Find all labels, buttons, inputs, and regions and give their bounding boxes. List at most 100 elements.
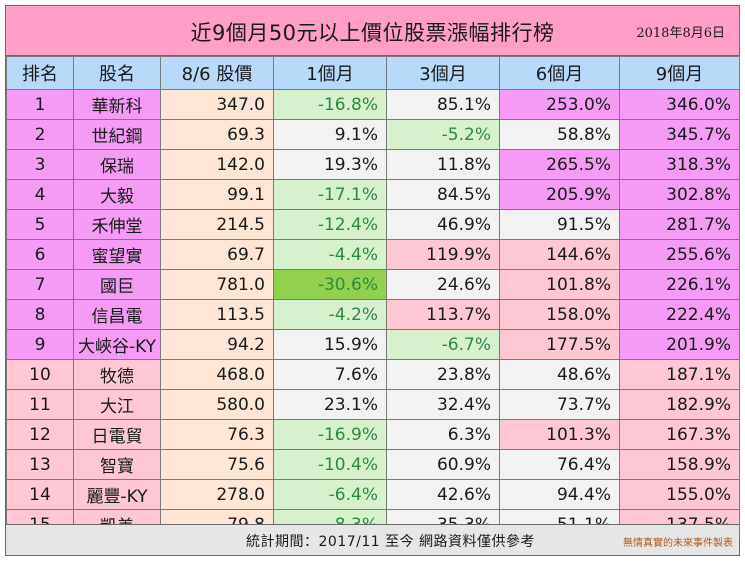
change-1-month-cell: -10.4% [273,449,387,480]
rank-cell: 2 [6,119,74,150]
table-row: 13 智寶 75.6 -10.4% 60.9% 76.4% 158.9% [6,449,740,480]
change-9-month-cell: 226.1% [619,269,740,300]
change-6-month-cell: 101.8% [499,269,620,300]
table-row: 6 蜜望實 69.7 -4.4% 119.9% 144.6% 255.6% [6,239,740,270]
ranking-table: 排名 股名 8/6 股價 1個月 3個月 6個月 9個月 1 華新科 347.0 -1… [6,56,740,540]
change-9-month-cell: 302.8% [619,179,740,210]
column-header-price: 8/6 股價 [160,56,274,90]
change-6-month-cell: 73.7% [499,389,620,420]
change-9-month-cell: 167.3% [619,419,740,450]
page-title: 近9個月50元以上價位股票漲幅排行榜 [190,21,555,45]
stock-name-cell: 大峽谷-KY [73,329,161,360]
change-6-month-cell: 76.4% [499,449,620,480]
change-9-month-cell: 182.9% [619,389,740,420]
table-row: 14 麗豐-KY 278.0 -6.4% 42.6% 94.4% 155.0% [6,479,740,510]
column-header-3-month: 3個月 [386,56,500,90]
column-header-rank: 排名 [6,56,74,90]
price-cell: 580.0 [160,389,274,420]
column-header-6-month: 6個月 [499,56,620,90]
price-cell: 94.2 [160,329,274,360]
change-9-month-cell: 222.4% [619,299,740,330]
change-3-month-cell: 23.8% [386,359,500,390]
change-6-month-cell: 94.4% [499,479,620,510]
price-cell: 75.6 [160,449,274,480]
price-cell: 99.1 [160,179,274,210]
table-row: 5 禾伸堂 214.5 -12.4% 46.9% 91.5% 281.7% [6,209,740,240]
change-6-month-cell: 101.3% [499,419,620,450]
table-row: 11 大江 580.0 23.1% 32.4% 73.7% 182.9% [6,389,740,420]
column-header-1-month: 1個月 [273,56,387,90]
rank-cell: 8 [6,299,74,330]
change-9-month-cell: 281.7% [619,209,740,240]
table-row: 1 華新科 347.0 -16.8% 85.1% 253.0% 346.0% [6,89,740,120]
change-1-month-cell: 23.1% [273,389,387,420]
table-row: 10 牧德 468.0 7.6% 23.8% 48.6% 187.1% [6,359,740,390]
footer: 統計期間：2017/11 至今 網路資料僅供參考 無情真實的未來事件製表 [6,524,739,555]
change-9-month-cell: 345.7% [619,119,740,150]
rank-cell: 5 [6,209,74,240]
price-cell: 69.3 [160,119,274,150]
stock-name-cell: 國巨 [73,269,161,300]
rank-cell: 14 [6,479,74,510]
change-6-month-cell: 205.9% [499,179,620,210]
column-header-9-month: 9個月 [619,56,740,90]
rank-cell: 9 [6,329,74,360]
report-date: 2018年8月6日 [636,26,725,41]
stock-name-cell: 牧德 [73,359,161,390]
table-body: 1 華新科 347.0 -16.8% 85.1% 253.0% 346.0% 2 世紀鋼 69.3… [6,89,740,540]
rank-cell: 7 [6,269,74,300]
stock-name-cell: 保瑞 [73,149,161,180]
rank-cell: 12 [6,419,74,450]
price-cell: 142.0 [160,149,274,180]
stock-name-cell: 信昌電 [73,299,161,330]
title-bar: 近9個月50元以上價位股票漲幅排行榜 2018年8月6日 [6,6,739,56]
column-header-name: 股名 [73,56,161,90]
table-row: 8 信昌電 113.5 -4.2% 113.7% 158.0% 222.4% [6,299,740,330]
change-3-month-cell: 46.9% [386,209,500,240]
change-3-month-cell: 113.7% [386,299,500,330]
rank-cell: 1 [6,89,74,120]
change-6-month-cell: 253.0% [499,89,620,120]
stock-name-cell: 日電貿 [73,419,161,450]
change-9-month-cell: 187.1% [619,359,740,390]
rank-cell: 10 [6,359,74,390]
change-6-month-cell: 265.5% [499,149,620,180]
stock-name-cell: 大江 [73,389,161,420]
price-cell: 347.0 [160,89,274,120]
change-9-month-cell: 201.9% [619,329,740,360]
change-3-month-cell: 11.8% [386,149,500,180]
change-6-month-cell: 48.6% [499,359,620,390]
rank-cell: 6 [6,239,74,270]
change-9-month-cell: 255.6% [619,239,740,270]
change-1-month-cell: -6.4% [273,479,387,510]
change-1-month-cell: -30.6% [273,269,387,300]
table-row: 4 大毅 99.1 -17.1% 84.5% 205.9% 302.8% [6,179,740,210]
price-cell: 214.5 [160,209,274,240]
change-1-month-cell: -16.8% [273,89,387,120]
stock-name-cell: 蜜望實 [73,239,161,270]
rank-cell: 4 [6,179,74,210]
price-cell: 781.0 [160,269,274,300]
change-1-month-cell: 19.3% [273,149,387,180]
change-3-month-cell: 6.3% [386,419,500,450]
table-row: 7 國巨 781.0 -30.6% 24.6% 101.8% 226.1% [6,269,740,300]
change-1-month-cell: -17.1% [273,179,387,210]
change-1-month-cell: 7.6% [273,359,387,390]
change-3-month-cell: 119.9% [386,239,500,270]
change-9-month-cell: 158.9% [619,449,740,480]
change-3-month-cell: 85.1% [386,89,500,120]
rank-cell: 13 [6,449,74,480]
stock-name-cell: 智寶 [73,449,161,480]
change-6-month-cell: 144.6% [499,239,620,270]
change-1-month-cell: 15.9% [273,329,387,360]
change-3-month-cell: 42.6% [386,479,500,510]
table-row: 3 保瑞 142.0 19.3% 11.8% 265.5% 318.3% [6,149,740,180]
change-1-month-cell: -12.4% [273,209,387,240]
stock-name-cell: 世紀鋼 [73,119,161,150]
change-3-month-cell: -6.7% [386,329,500,360]
header-row: 排名 股名 8/6 股價 1個月 3個月 6個月 9個月 [6,56,740,90]
change-9-month-cell: 346.0% [619,89,740,120]
rank-cell: 3 [6,149,74,180]
stock-name-cell: 華新科 [73,89,161,120]
footer-credit: 無情真實的未來事件製表 [623,538,733,549]
